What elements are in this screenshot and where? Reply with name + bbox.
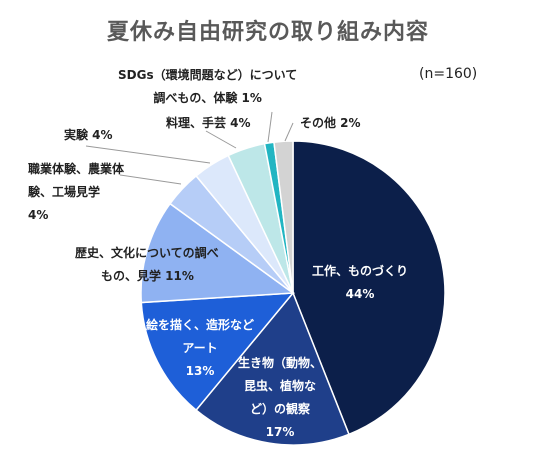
slice-label-history: 歴史、文化についての調べ もの、見学 11% xyxy=(75,246,219,283)
slice-label-experiment: 実験 4% xyxy=(64,128,113,142)
leader-line-1 xyxy=(284,122,294,142)
leader-line-2 xyxy=(205,130,237,149)
pie-slice-0 xyxy=(292,140,446,436)
slice-label-art: 絵を描く、造形など アート 13% xyxy=(145,318,254,378)
leader-line-4 xyxy=(119,174,182,185)
leader-line-0 xyxy=(267,111,273,143)
slice-label-other: その他 2% xyxy=(300,116,361,130)
slice-label-sdgs: SDGs（環境問題など）について 調べもの、体験 1% xyxy=(118,68,298,105)
chart-title: 夏休み自由研究の取り組み内容 xyxy=(106,20,429,45)
sample-size-note: (n=160) xyxy=(419,66,478,82)
leader-line-3 xyxy=(85,145,211,164)
pie-slice-8 xyxy=(273,140,294,294)
slice-label-work: 職業体験、農業体 験、工場見学 4% xyxy=(28,162,125,222)
pie-slice-2 xyxy=(140,292,295,412)
slice-label-craft: 工作、ものづくり 44% xyxy=(311,264,408,301)
slice-label-cooking: 料理、手芸 4% xyxy=(166,116,251,130)
pie-slice-3 xyxy=(140,202,296,304)
slice-label-nature: 生き物（動物、 昆虫、植物な ど）の観察 17% xyxy=(237,356,322,439)
pie-slice-1 xyxy=(195,291,350,446)
